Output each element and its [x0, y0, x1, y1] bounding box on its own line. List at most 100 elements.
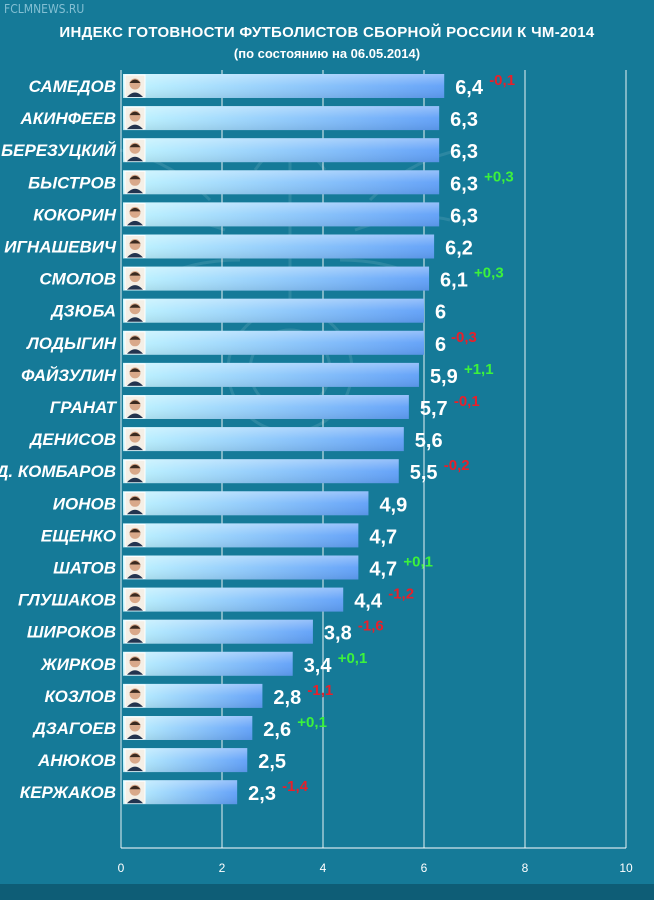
bar-row: В. БЕРЕЗУЦКИЙ 6,3	[0, 138, 478, 163]
bar-shine	[123, 74, 445, 98]
bar-shine	[123, 266, 430, 291]
bar-shine	[123, 459, 399, 484]
player-hair-icon	[129, 721, 141, 725]
bar-row: КОКОРИН 6,3	[33, 202, 478, 227]
value-label: 5,9	[430, 366, 458, 388]
value-label: 6,3	[450, 141, 478, 163]
value-label: 6,3	[450, 205, 478, 227]
value-label: 4,4	[354, 591, 383, 613]
player-hair-icon	[129, 175, 141, 180]
player-name: САМЕДОВ	[29, 77, 116, 96]
bar-shine	[123, 106, 440, 131]
player-shirt-icon	[127, 156, 143, 162]
bar-row: ДЗЮБА 6	[49, 298, 446, 324]
player-hair-icon	[129, 368, 141, 372]
x-tick-label: 10	[619, 861, 633, 875]
player-hair-icon	[129, 689, 141, 693]
player-hair-icon	[129, 561, 141, 565]
value-label: 5,7	[420, 398, 448, 420]
change-label: +0,3	[474, 265, 504, 282]
change-label: +0,1	[403, 554, 433, 571]
bar-shine	[123, 362, 419, 387]
change-label: -1,4	[282, 778, 309, 795]
bar-shine	[123, 587, 344, 612]
change-label: -1,1	[307, 682, 333, 699]
bar-shine	[123, 619, 313, 644]
player-hair-icon	[129, 240, 141, 244]
bar-row: ИГНАШЕВИЧ 6,2	[4, 234, 473, 260]
player-hair-icon	[129, 753, 141, 758]
player-name: АКИНФЕЕВ	[20, 109, 116, 128]
player-shirt-icon	[127, 349, 143, 354]
player-name: В. БЕРЕЗУЦКИЙ	[0, 140, 117, 160]
player-shirt-icon	[127, 413, 143, 418]
bar-row: ЖИРКОВ 3,4 +0,1	[40, 650, 367, 677]
player-hair-icon	[129, 400, 141, 404]
player-hair-icon	[129, 496, 141, 501]
bar-row: ЕЩЕНКО 4,7	[41, 523, 397, 548]
bar-shine	[123, 395, 409, 419]
watermark: FCLMNEWS.RU	[4, 2, 85, 16]
bar-shine	[123, 330, 424, 355]
bar-row: АНЮКОВ 2,5	[37, 748, 286, 773]
player-shirt-icon	[127, 766, 143, 772]
player-name: ДЗЮБА	[49, 302, 116, 321]
chart-title: ИНДЕКС ГОТОВНОСТИ ФУТБОЛИСТОВ СБОРНОЙ РО…	[59, 24, 595, 41]
player-shirt-icon	[127, 574, 143, 579]
bar-shine	[123, 234, 435, 259]
player-name: ГЛУШАКОВ	[18, 591, 116, 610]
player-name: БЫСТРОВ	[28, 173, 116, 192]
bar-row: Д. КОМБАРОВ 5,5 -0,2	[0, 457, 470, 484]
chart-subtitle: (по состоянию на 06.05.2014)	[233, 46, 421, 61]
player-shirt-icon	[127, 92, 143, 97]
change-label: +0,1	[338, 650, 368, 667]
player-hair-icon	[129, 143, 141, 148]
player-name: ИОНОВ	[53, 494, 116, 513]
value-label: 6,3	[450, 173, 478, 195]
player-name: ФАЙЗУЛИН	[21, 365, 117, 385]
player-name: АНЮКОВ	[37, 751, 116, 770]
change-label: +0,3	[484, 168, 514, 185]
bar-row: ФАЙЗУЛИН 5,9 +1,1	[21, 361, 493, 388]
value-label: 6,1	[440, 270, 468, 292]
value-label: 6,4	[455, 77, 484, 99]
value-label: 2,6	[263, 719, 291, 741]
bar-shine	[123, 298, 424, 323]
x-axis: 0 2 4 6 8 10	[118, 847, 633, 875]
player-hair-icon	[129, 111, 141, 116]
value-label: 3,4	[304, 655, 333, 677]
bar-row: ДЗАГОЕВ 2,6 +0,1	[31, 714, 326, 741]
player-hair-icon	[129, 432, 141, 437]
player-hair-icon	[129, 272, 141, 276]
bar-shine	[123, 555, 359, 580]
value-label: 6	[435, 302, 446, 324]
value-label: 6,2	[445, 238, 473, 260]
bars-group: САМЕДОВ 6,4 -0,1 АКИНФЕЕВ 6,3 В. БЕРЕЗУЦКИЙ 6,…	[0, 72, 515, 805]
player-name: ГРАНАТ	[50, 398, 118, 417]
player-hair-icon	[129, 304, 141, 308]
value-label: 4,7	[369, 559, 397, 581]
bar-row: ГРАНАТ 5,7 -0,1	[50, 393, 480, 420]
x-tick-label: 8	[522, 861, 529, 875]
bar-row: ШАТОВ 4,7 +0,1	[53, 554, 433, 581]
x-tick-label: 0	[118, 861, 125, 875]
player-name: СМОЛОВ	[39, 270, 116, 289]
bar-shine	[123, 138, 440, 163]
value-label: 5,6	[415, 430, 443, 452]
bar-shine	[123, 170, 440, 195]
player-shirt-icon	[127, 445, 143, 451]
player-shirt-icon	[127, 317, 143, 322]
player-shirt-icon	[127, 509, 143, 515]
bar-shine	[123, 523, 359, 548]
value-label: 2,8	[273, 687, 301, 709]
player-hair-icon	[129, 625, 141, 629]
x-tick-label: 4	[320, 861, 327, 875]
value-label: 4,9	[379, 494, 407, 516]
player-shirt-icon	[127, 124, 143, 130]
player-hair-icon	[129, 207, 141, 212]
player-hair-icon	[129, 593, 141, 597]
bar-shine	[123, 202, 440, 227]
x-tick-label: 6	[421, 861, 428, 875]
bar-row: ШИРОКОВ 3,8 -1,6	[27, 618, 384, 645]
